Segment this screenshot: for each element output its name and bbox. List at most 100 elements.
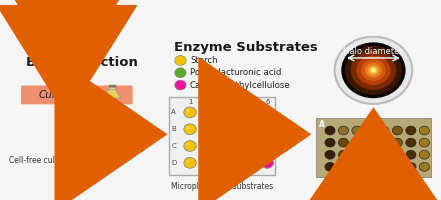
Circle shape bbox=[233, 143, 236, 146]
Circle shape bbox=[365, 138, 376, 147]
Circle shape bbox=[325, 126, 335, 135]
FancyBboxPatch shape bbox=[21, 85, 133, 104]
Circle shape bbox=[352, 138, 362, 147]
Circle shape bbox=[351, 51, 396, 90]
Text: B: B bbox=[172, 126, 176, 132]
Text: C: C bbox=[172, 143, 176, 149]
Circle shape bbox=[365, 162, 376, 171]
Bar bbox=[316, 118, 431, 177]
Circle shape bbox=[419, 150, 430, 159]
Circle shape bbox=[230, 141, 243, 151]
Text: Enzyme Substrates: Enzyme Substrates bbox=[174, 41, 318, 54]
Circle shape bbox=[264, 143, 267, 146]
Circle shape bbox=[419, 126, 430, 135]
Circle shape bbox=[370, 67, 377, 74]
Circle shape bbox=[261, 124, 273, 135]
Circle shape bbox=[215, 141, 227, 151]
Circle shape bbox=[379, 150, 389, 159]
Circle shape bbox=[365, 126, 376, 135]
Circle shape bbox=[217, 126, 220, 129]
Polygon shape bbox=[109, 87, 115, 89]
Circle shape bbox=[184, 157, 196, 168]
Circle shape bbox=[230, 107, 243, 118]
Circle shape bbox=[248, 126, 251, 129]
Polygon shape bbox=[63, 129, 71, 151]
Circle shape bbox=[184, 124, 196, 135]
Text: 4: 4 bbox=[234, 99, 239, 105]
Text: Cultivation: Cultivation bbox=[39, 90, 95, 100]
Circle shape bbox=[338, 162, 348, 171]
Circle shape bbox=[246, 107, 258, 118]
Text: Halo diameter: Halo diameter bbox=[344, 47, 404, 56]
Circle shape bbox=[352, 150, 362, 159]
Circle shape bbox=[406, 126, 416, 135]
Circle shape bbox=[233, 126, 236, 129]
Circle shape bbox=[338, 126, 348, 135]
Polygon shape bbox=[63, 143, 71, 151]
Circle shape bbox=[199, 141, 212, 151]
Circle shape bbox=[338, 138, 348, 147]
Circle shape bbox=[365, 63, 382, 78]
Circle shape bbox=[187, 109, 190, 112]
Text: Starch: Starch bbox=[190, 56, 217, 65]
Bar bbox=[169, 97, 275, 175]
Circle shape bbox=[215, 107, 227, 118]
Circle shape bbox=[202, 126, 205, 129]
Polygon shape bbox=[60, 126, 70, 129]
Text: D: D bbox=[171, 160, 176, 166]
Circle shape bbox=[199, 124, 212, 135]
Circle shape bbox=[352, 162, 362, 171]
Text: 2: 2 bbox=[203, 99, 208, 105]
Circle shape bbox=[230, 124, 243, 135]
Text: Carboximethylcellulose: Carboximethylcellulose bbox=[190, 81, 291, 90]
Circle shape bbox=[248, 160, 251, 163]
Circle shape bbox=[406, 150, 416, 159]
Circle shape bbox=[261, 107, 273, 118]
Circle shape bbox=[202, 109, 205, 112]
Circle shape bbox=[352, 126, 362, 135]
Text: 5: 5 bbox=[250, 99, 254, 105]
Text: A: A bbox=[318, 120, 325, 129]
Circle shape bbox=[325, 138, 335, 147]
Circle shape bbox=[184, 141, 196, 151]
Circle shape bbox=[361, 60, 386, 81]
Text: 1: 1 bbox=[188, 99, 192, 105]
Circle shape bbox=[248, 143, 251, 146]
Circle shape bbox=[217, 143, 220, 146]
Circle shape bbox=[345, 46, 402, 95]
Text: 3: 3 bbox=[219, 99, 223, 105]
Text: 6: 6 bbox=[265, 99, 269, 105]
Circle shape bbox=[184, 107, 196, 118]
Circle shape bbox=[202, 143, 205, 146]
Circle shape bbox=[419, 138, 430, 147]
Circle shape bbox=[264, 160, 267, 163]
Circle shape bbox=[392, 162, 403, 171]
Circle shape bbox=[199, 107, 212, 118]
Polygon shape bbox=[104, 89, 121, 98]
Circle shape bbox=[325, 162, 335, 171]
Circle shape bbox=[187, 126, 190, 129]
Circle shape bbox=[338, 150, 348, 159]
Text: Microbial
Bioprespection: Microbial Bioprespection bbox=[26, 41, 139, 69]
Text: Evaluation of enzyme activity: Evaluation of enzyme activity bbox=[316, 190, 430, 199]
Polygon shape bbox=[109, 85, 116, 87]
Circle shape bbox=[365, 150, 376, 159]
Circle shape bbox=[175, 56, 186, 65]
Circle shape bbox=[175, 80, 186, 90]
Circle shape bbox=[406, 138, 416, 147]
Circle shape bbox=[371, 68, 376, 72]
Text: Polygalacturonic acid: Polygalacturonic acid bbox=[190, 68, 281, 77]
Circle shape bbox=[379, 126, 389, 135]
Circle shape bbox=[230, 157, 243, 168]
Circle shape bbox=[187, 160, 190, 163]
Circle shape bbox=[335, 37, 412, 104]
Circle shape bbox=[325, 150, 335, 159]
Circle shape bbox=[246, 124, 258, 135]
Circle shape bbox=[264, 126, 267, 129]
Circle shape bbox=[199, 157, 212, 168]
Circle shape bbox=[261, 157, 273, 168]
Circle shape bbox=[368, 65, 379, 75]
Circle shape bbox=[419, 162, 430, 171]
Circle shape bbox=[392, 126, 403, 135]
Circle shape bbox=[392, 150, 403, 159]
